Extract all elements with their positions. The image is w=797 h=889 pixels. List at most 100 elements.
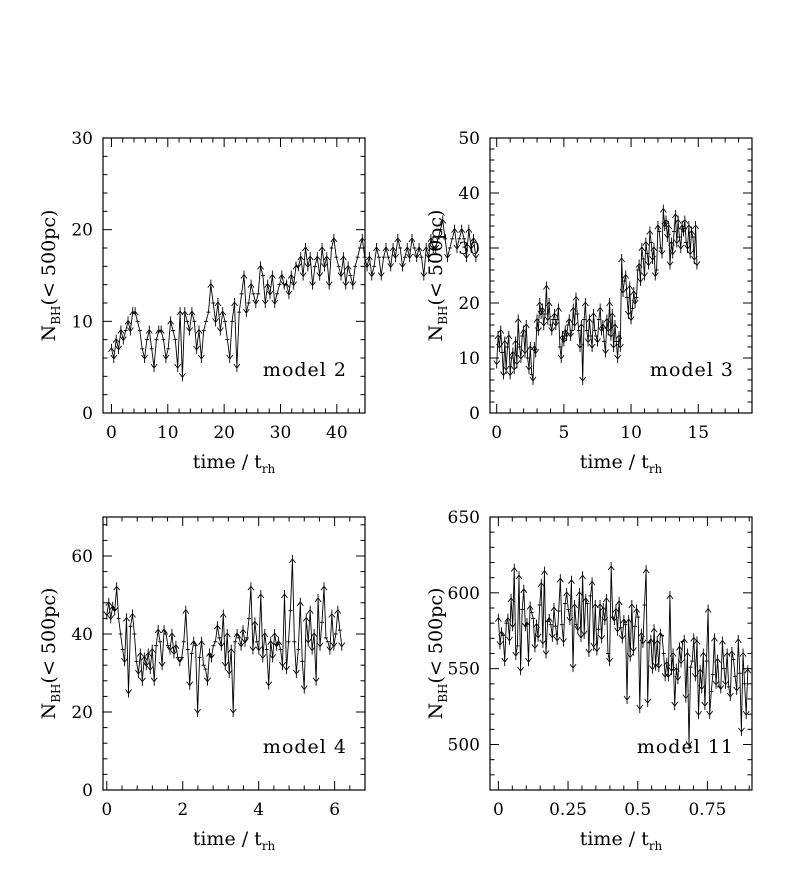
x-tick-label: 0.75 [688, 800, 726, 820]
data-point [105, 597, 113, 607]
data-point [545, 298, 553, 307]
data-point [129, 307, 137, 316]
data-point [588, 343, 596, 352]
data-point [463, 253, 470, 263]
data-point [179, 373, 186, 382]
data-point [669, 250, 677, 259]
data-point [109, 601, 117, 610]
data-point [306, 605, 314, 614]
data-point [206, 648, 213, 657]
data-point [614, 354, 622, 363]
y-tick-label: 0 [82, 404, 93, 424]
data-point [239, 625, 247, 634]
data-point [529, 376, 537, 385]
data-point [176, 307, 184, 316]
x-tick-label: 0 [491, 423, 502, 443]
data-point [142, 661, 150, 671]
data-point [686, 250, 694, 259]
data-point [664, 672, 672, 682]
data-point [537, 578, 545, 588]
data-point [326, 646, 334, 655]
data-point [166, 646, 174, 655]
data-point [669, 648, 677, 657]
data-point [693, 261, 701, 270]
data-point [500, 371, 507, 380]
data-point [208, 654, 215, 663]
data-point [415, 243, 423, 252]
data-point [616, 343, 624, 352]
data-point [312, 677, 320, 686]
data-point [170, 650, 178, 659]
data-point [509, 622, 517, 632]
data-point [158, 661, 166, 671]
data-point [162, 354, 170, 363]
data-point [344, 261, 352, 270]
data-point [647, 634, 655, 644]
data-point [666, 590, 674, 600]
y-axis-title-sub: BH [49, 305, 63, 324]
data-point [539, 303, 546, 312]
data-point [523, 618, 531, 627]
data-point [545, 613, 553, 622]
data-point [637, 277, 644, 286]
data-point [631, 299, 639, 308]
data-point [349, 281, 357, 290]
y-tick-label: 30 [458, 239, 480, 259]
y-axis-title-rest: (< 500pc) [38, 210, 60, 306]
data-point [275, 636, 282, 646]
data-point [297, 252, 305, 261]
data-point [548, 327, 556, 336]
model-label: model 3 [650, 359, 734, 381]
data-point [598, 635, 605, 644]
data-point [389, 243, 397, 252]
data-point [427, 233, 435, 243]
data-point [425, 253, 432, 263]
data-point [680, 634, 688, 644]
y-tick-label: 0 [82, 781, 93, 801]
data-point [630, 647, 637, 656]
data-point [264, 279, 271, 288]
data-point [127, 327, 134, 336]
data-point [193, 345, 201, 354]
data-point [627, 316, 635, 325]
data-point [603, 314, 611, 323]
data-point [663, 657, 671, 666]
y-tick-label: 30 [71, 129, 93, 149]
data-point [612, 604, 620, 613]
x-axis-title: time / trh [580, 828, 663, 853]
x-tick-label: 0 [101, 800, 112, 820]
data-point [567, 332, 574, 341]
data-point [606, 657, 613, 667]
data-point [594, 338, 601, 347]
data-point [337, 272, 345, 281]
data-point [509, 347, 517, 356]
data-point [330, 642, 338, 651]
data-point [541, 566, 548, 575]
data-point [103, 611, 111, 620]
data-point [553, 636, 561, 645]
data-point [533, 314, 541, 323]
data-point [618, 635, 626, 644]
data-point [247, 582, 255, 591]
data-point [155, 325, 163, 334]
data-point [259, 654, 267, 663]
model-label: model 2 [263, 359, 347, 381]
data-point [251, 617, 259, 626]
data-point [588, 577, 596, 586]
data-point [190, 636, 198, 646]
data-point [620, 615, 628, 624]
data-point [543, 281, 550, 290]
data-point [698, 685, 706, 694]
data-point [549, 633, 556, 642]
y-axis-title: NBH(< 500pc) [425, 210, 450, 342]
data-point [432, 244, 440, 253]
data-point [628, 599, 636, 609]
data-point [167, 316, 174, 325]
data-point [651, 272, 659, 281]
data-point [714, 654, 721, 663]
data-point [219, 307, 227, 316]
data-point [110, 354, 118, 363]
y-axis-title-rest: (< 500pc) [425, 210, 447, 306]
data-point [408, 233, 416, 243]
